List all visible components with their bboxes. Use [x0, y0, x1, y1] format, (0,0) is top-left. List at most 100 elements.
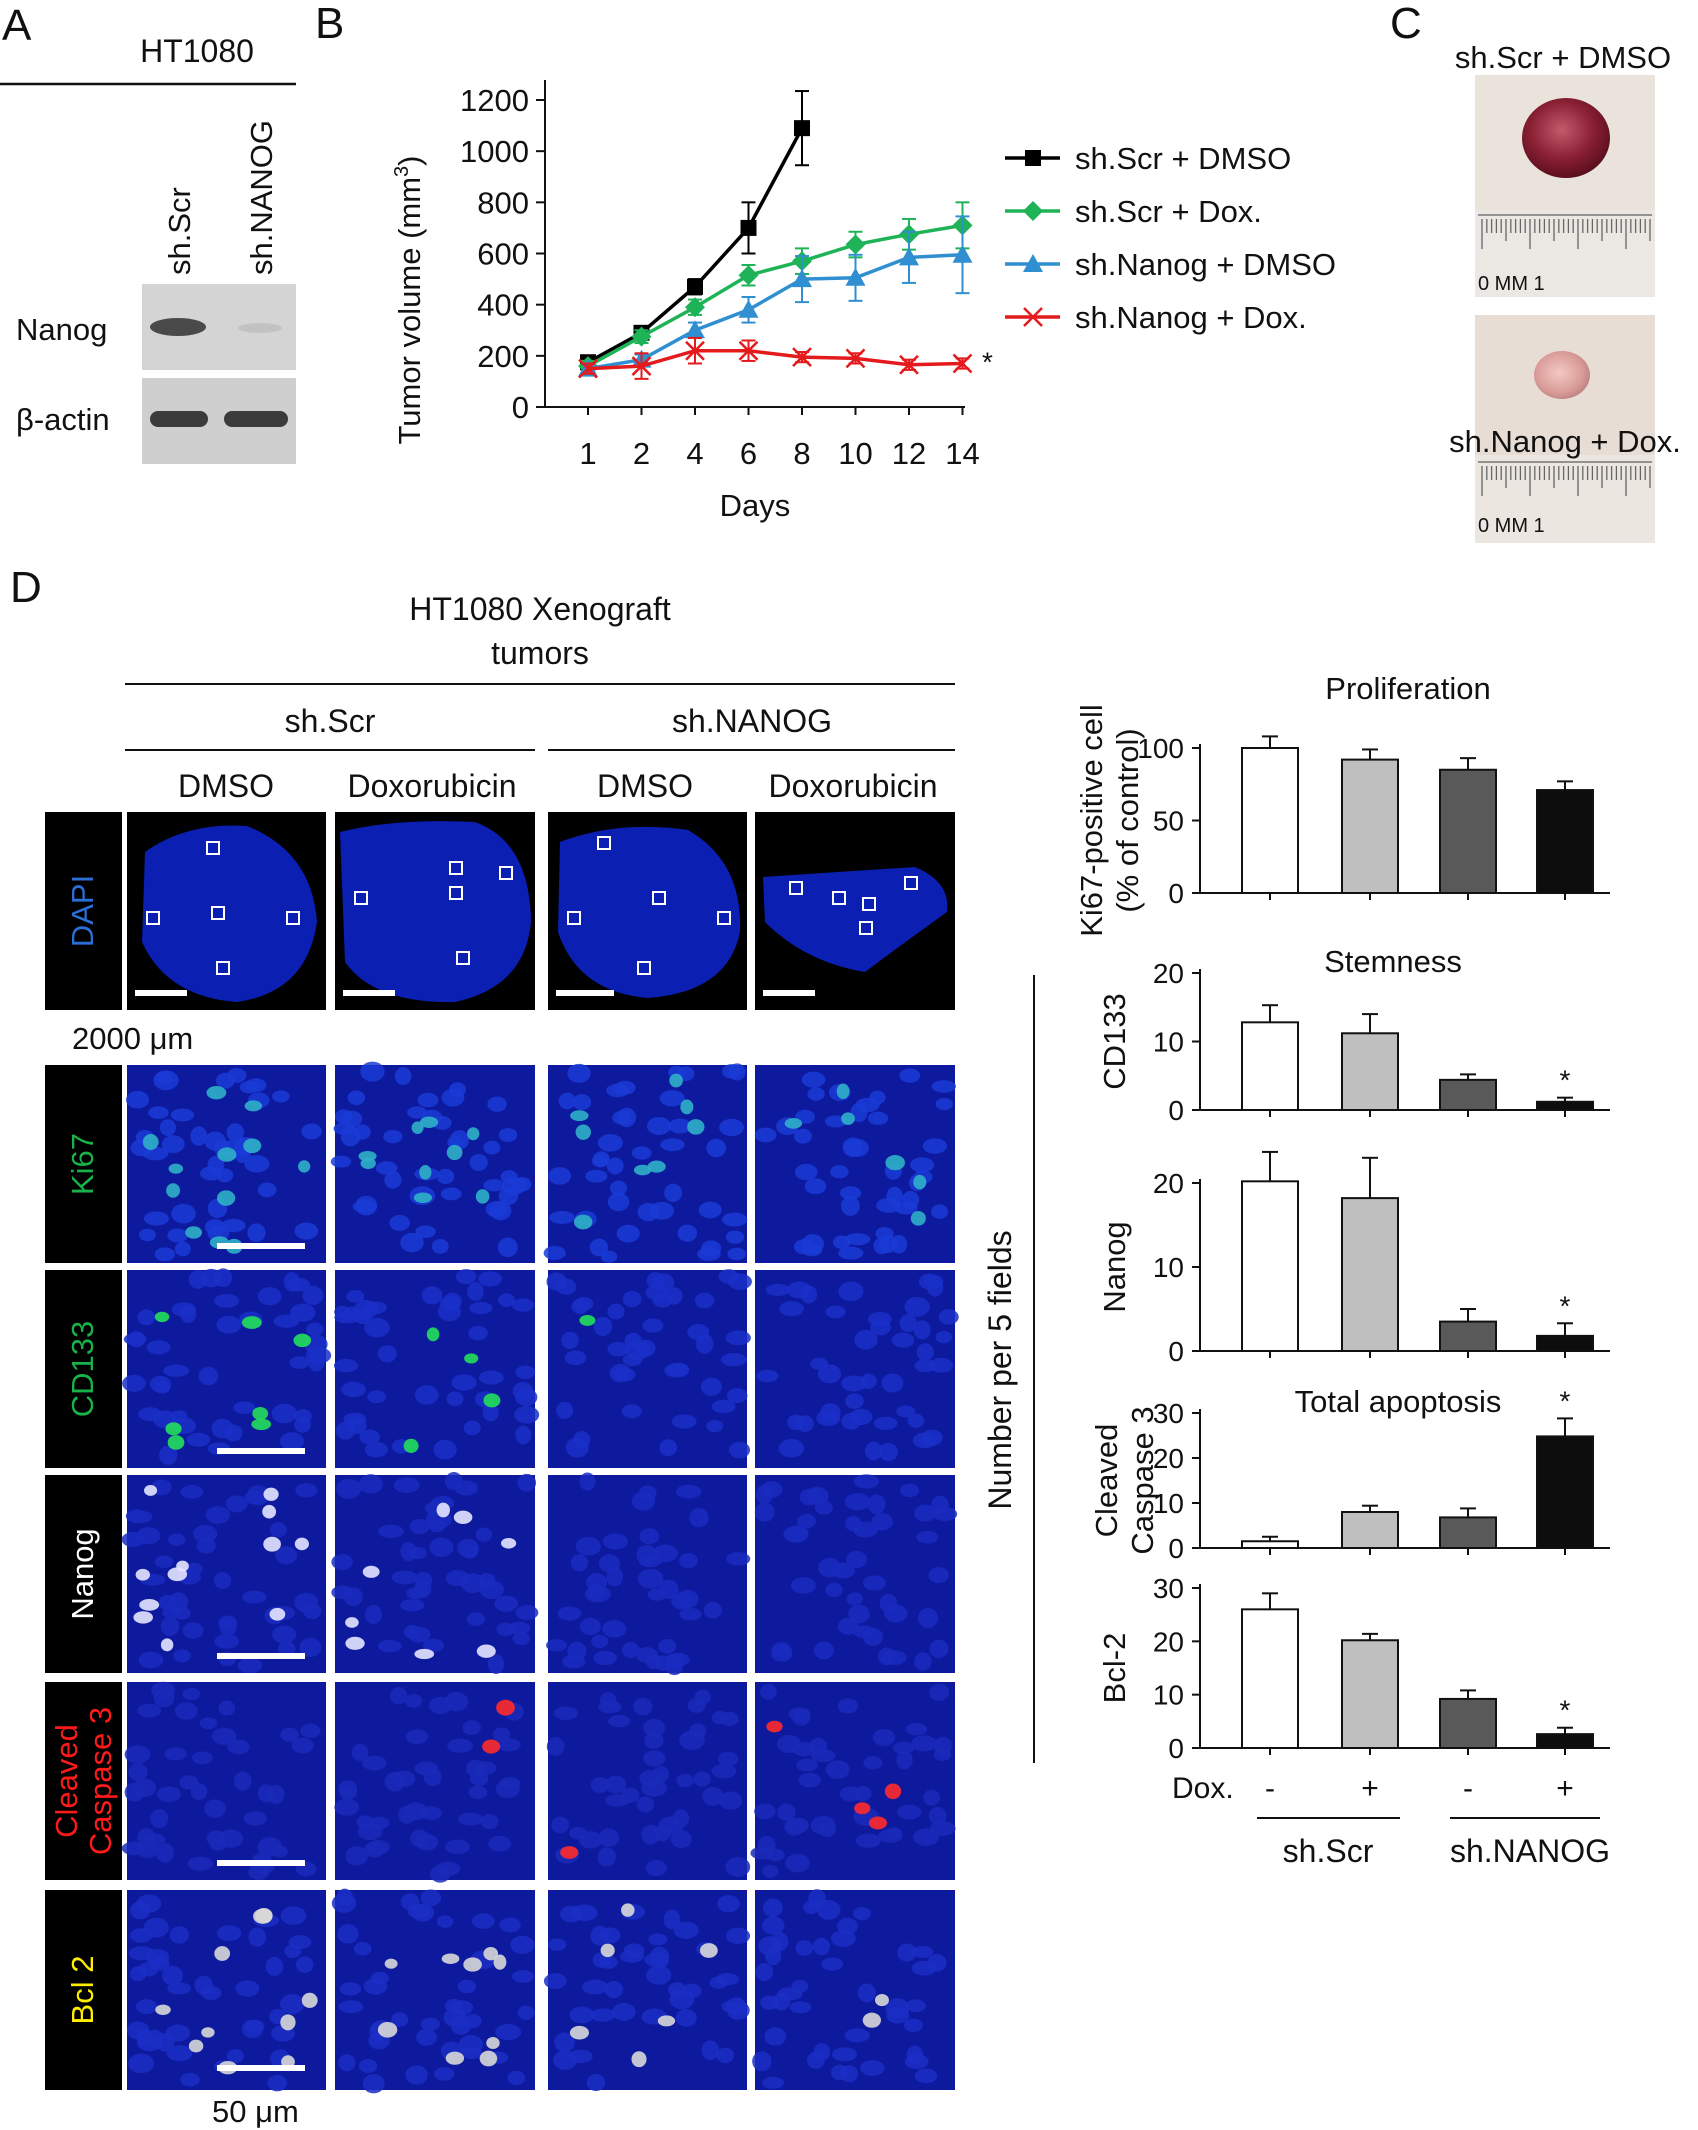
nucleus — [607, 1303, 625, 1320]
nucleus — [498, 1293, 516, 1307]
nucleus — [804, 1178, 827, 1195]
positive-cell — [251, 1418, 272, 1431]
nucleus — [200, 1166, 223, 1181]
nucleus — [575, 1537, 602, 1556]
nucleus — [905, 1999, 926, 2013]
nucleus — [633, 1697, 653, 1716]
micrograph-r2-c2 — [546, 1269, 752, 1468]
nucleus — [916, 1343, 934, 1362]
positive-cell — [784, 1118, 803, 1129]
nucleus — [451, 1374, 477, 1391]
positive-cell — [766, 1720, 783, 1733]
nucleus — [557, 1606, 582, 1621]
positive-cell — [573, 1214, 593, 1230]
bar-chart-2: 0 10 20 * Nanog — [1097, 1150, 1610, 1367]
nucleus — [795, 1940, 814, 1956]
positive-cell — [301, 1992, 318, 2008]
nucleus — [914, 2068, 938, 2084]
nucleus — [235, 1980, 260, 1997]
nucleus — [587, 1583, 606, 1601]
positive-cell — [216, 1190, 236, 1206]
nucleus — [433, 1439, 457, 1460]
nucleus — [275, 1546, 298, 1565]
nucleus — [171, 1203, 196, 1224]
nucleus — [338, 2054, 356, 2072]
nucleus — [129, 1966, 147, 1982]
nucleus — [338, 2000, 364, 2014]
nucleus — [167, 1228, 188, 1243]
roi-box — [637, 961, 651, 975]
positive-cell — [463, 1957, 482, 1972]
nucleus — [872, 1729, 896, 1747]
legend-label: sh.Nanog + DMSO — [1075, 247, 1336, 282]
nucleus — [817, 1364, 842, 1384]
nucleus — [801, 1071, 826, 1088]
nucleus — [840, 1186, 862, 1200]
nucleus — [417, 1092, 439, 1108]
nucleus — [489, 1201, 512, 1221]
nucleus — [567, 1641, 587, 1661]
nucleus — [807, 1087, 825, 1101]
positive-cell — [269, 1607, 286, 1621]
data-point — [952, 244, 973, 263]
nucleus — [646, 1116, 672, 1135]
nucleus — [845, 1393, 864, 1409]
nucleus — [779, 1301, 804, 1317]
nucleus — [642, 1318, 664, 1333]
nucleus — [717, 1751, 739, 1767]
nucleus — [512, 1298, 534, 1312]
nucleus — [265, 1957, 284, 1976]
treatment-sign: - — [1463, 1772, 1473, 1805]
scale-label-large: 2000 μm — [72, 1021, 193, 1056]
positive-cell — [168, 1163, 184, 1174]
nucleus — [306, 1322, 324, 1336]
nucleus — [512, 1631, 530, 1646]
nucleus — [565, 1437, 589, 1458]
nucleus — [389, 1686, 408, 1705]
nucleus — [675, 2008, 697, 2027]
nucleus — [445, 1570, 470, 1587]
scale-label-small: 50 μm — [212, 2094, 299, 2129]
nucleus — [160, 1616, 180, 1637]
nucleus — [830, 1165, 849, 1179]
nucleus — [841, 1375, 867, 1392]
y-tick-label: 200 — [477, 339, 529, 374]
nucleus — [929, 1357, 954, 1373]
nucleus — [796, 1415, 814, 1433]
y-tick-label: 0 — [1168, 878, 1184, 909]
nucleus — [669, 1989, 695, 2010]
nucleus — [631, 1491, 655, 1511]
nucleus — [700, 1377, 722, 1397]
nucleus — [214, 1633, 240, 1649]
nucleus — [838, 1281, 864, 1302]
nucleus — [169, 1926, 189, 1944]
roi-box — [206, 841, 220, 855]
nucleus — [726, 1388, 748, 1404]
positive-cell — [600, 1943, 615, 1958]
nucleus — [138, 1651, 164, 1669]
nucleus — [648, 1933, 668, 1946]
nucleus — [579, 1472, 596, 1491]
nucleus — [725, 1927, 751, 1945]
nucleus — [912, 1432, 936, 1449]
nucleus — [761, 1916, 785, 1935]
nucleus — [646, 1965, 672, 1985]
y-tick-label: 10 — [1153, 1027, 1184, 1058]
nucleus — [574, 1296, 594, 1311]
nucleus — [515, 1365, 536, 1380]
nucleus — [694, 1292, 715, 1309]
nucleus — [711, 1763, 737, 1779]
nucleus — [280, 1906, 307, 1925]
legend-marker — [1023, 254, 1043, 272]
positive-cell — [135, 1568, 151, 1581]
nucleus — [785, 1853, 810, 1873]
stain-label-box — [45, 812, 122, 1010]
nucleus — [649, 1946, 670, 1966]
nucleus — [873, 1237, 891, 1255]
nucleus — [391, 2012, 409, 2027]
nucleus — [206, 1830, 227, 1847]
positive-cell — [910, 1210, 926, 1226]
nucleus — [199, 1717, 218, 1730]
nucleus — [221, 1218, 246, 1233]
